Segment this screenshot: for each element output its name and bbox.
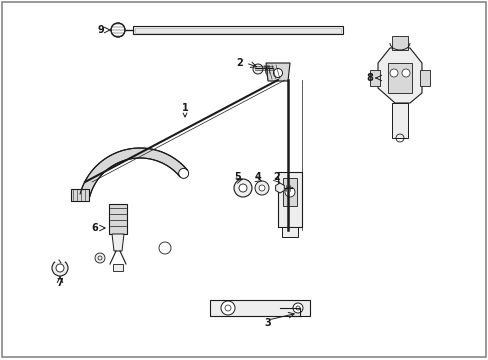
Bar xyxy=(369,70,379,86)
Bar xyxy=(109,204,127,234)
Text: 2: 2 xyxy=(236,58,243,68)
Circle shape xyxy=(111,23,125,37)
Text: 7: 7 xyxy=(57,278,63,288)
Polygon shape xyxy=(80,148,187,197)
Circle shape xyxy=(285,187,294,197)
Bar xyxy=(391,103,407,138)
Bar xyxy=(135,27,340,32)
Text: 5: 5 xyxy=(234,172,241,182)
Text: 1: 1 xyxy=(181,103,188,117)
Bar xyxy=(387,63,411,93)
Text: 3: 3 xyxy=(264,318,271,328)
Text: 2: 2 xyxy=(273,172,280,182)
Circle shape xyxy=(159,242,171,254)
Polygon shape xyxy=(377,48,421,103)
Circle shape xyxy=(239,184,246,192)
Text: 6: 6 xyxy=(91,223,98,233)
Circle shape xyxy=(292,303,303,313)
Bar xyxy=(209,300,309,316)
Polygon shape xyxy=(112,234,124,251)
Circle shape xyxy=(259,185,264,191)
Text: 4: 4 xyxy=(254,172,261,182)
Circle shape xyxy=(252,64,263,74)
Polygon shape xyxy=(265,63,289,81)
Bar xyxy=(419,70,429,86)
Circle shape xyxy=(56,264,64,272)
Bar xyxy=(391,36,407,50)
Bar xyxy=(283,178,296,206)
Circle shape xyxy=(178,168,188,178)
Circle shape xyxy=(221,301,235,315)
Circle shape xyxy=(389,69,397,77)
Polygon shape xyxy=(275,183,284,193)
Circle shape xyxy=(95,253,105,263)
Circle shape xyxy=(273,68,282,77)
Bar xyxy=(282,227,297,237)
Bar xyxy=(133,26,342,34)
Circle shape xyxy=(254,181,268,195)
Text: 9: 9 xyxy=(97,25,104,35)
Polygon shape xyxy=(71,189,89,201)
Bar xyxy=(278,172,302,227)
Text: 8: 8 xyxy=(366,73,372,83)
Circle shape xyxy=(234,179,251,197)
Circle shape xyxy=(52,260,68,276)
Circle shape xyxy=(401,69,409,77)
Bar xyxy=(113,264,123,271)
